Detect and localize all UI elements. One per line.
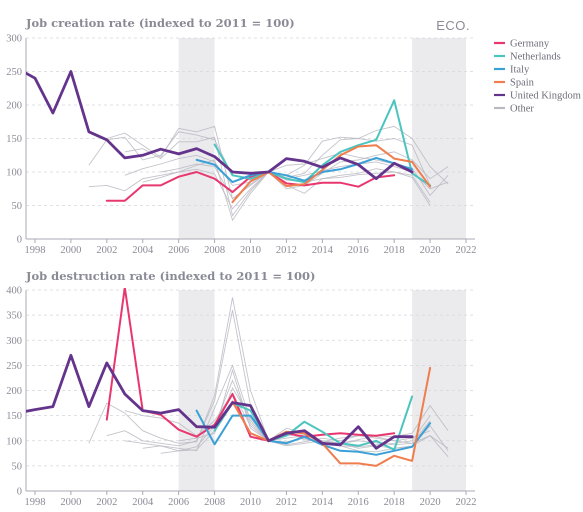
brand-logo: ECO. bbox=[436, 18, 470, 33]
chart-title: Job creation rate (indexed to 2011 = 100… bbox=[25, 16, 295, 30]
chart-title: Job destruction rate (indexed to 2011 = … bbox=[25, 269, 315, 283]
y-tick-label: 100 bbox=[6, 436, 22, 447]
x-tick-label: 2004 bbox=[132, 497, 154, 508]
x-tick-label: 2012 bbox=[276, 245, 297, 256]
legend-label: Italy bbox=[510, 65, 530, 76]
series-line-other bbox=[125, 137, 448, 215]
series-line-spain bbox=[233, 368, 431, 466]
y-tick-label: 300 bbox=[6, 34, 22, 45]
x-tick-label: 2014 bbox=[312, 497, 334, 508]
x-tick-label: 1998 bbox=[24, 245, 45, 256]
x-tick-label: 2000 bbox=[60, 245, 81, 256]
x-tick-label: 2008 bbox=[204, 497, 225, 508]
plot-area bbox=[17, 288, 448, 466]
y-tick-label: 300 bbox=[6, 336, 22, 347]
y-tick-label: 0 bbox=[17, 487, 22, 498]
x-tick-label: 2020 bbox=[420, 245, 441, 256]
y-tick-label: 350 bbox=[6, 311, 22, 322]
legend: Germany Netherlands Italy Spain United Kingd… bbox=[494, 39, 581, 115]
x-tick-label: 2022 bbox=[456, 497, 477, 508]
x-tick-label: 2014 bbox=[312, 245, 334, 256]
x-tick-label: 2010 bbox=[240, 497, 261, 508]
x-tick-label: 2006 bbox=[168, 245, 189, 256]
series-line-other bbox=[89, 298, 448, 444]
legend-label: Other bbox=[510, 104, 534, 115]
y-tick-label: 250 bbox=[6, 361, 22, 372]
series-line-other bbox=[107, 126, 448, 198]
y-tick-label: 0 bbox=[17, 235, 22, 246]
y-tick-label: 250 bbox=[6, 67, 22, 78]
y-tick-label: 100 bbox=[6, 168, 22, 179]
x-tick-label: 2000 bbox=[60, 497, 81, 508]
x-tick-label: 2004 bbox=[132, 245, 154, 256]
x-tick-label: 1998 bbox=[24, 497, 45, 508]
legend-label: Netherlands bbox=[510, 52, 561, 63]
x-tick-label: 2008 bbox=[204, 245, 225, 256]
y-tick-label: 200 bbox=[6, 101, 22, 112]
x-tick-label: 2002 bbox=[96, 245, 117, 256]
y-tick-label: 200 bbox=[6, 386, 22, 397]
y-tick-label: 50 bbox=[12, 201, 23, 212]
x-tick-label: 2002 bbox=[96, 497, 117, 508]
shaded-period bbox=[412, 290, 466, 491]
legend-label: Germany bbox=[510, 39, 550, 50]
job-destruction-chart: Job destruction rate (indexed to 2011 = … bbox=[6, 269, 476, 508]
x-tick-label: 2018 bbox=[384, 245, 405, 256]
y-tick-label: 400 bbox=[6, 286, 22, 297]
y-tick-label: 150 bbox=[6, 411, 22, 422]
y-tick-label: 50 bbox=[12, 461, 23, 472]
x-tick-label: 2010 bbox=[240, 245, 261, 256]
x-tick-label: 2016 bbox=[348, 245, 369, 256]
y-tick-label: 150 bbox=[6, 134, 22, 145]
legend-label: United Kingdom bbox=[510, 91, 581, 102]
x-tick-label: 2016 bbox=[348, 497, 369, 508]
shaded-period bbox=[412, 38, 466, 239]
x-tick-label: 2022 bbox=[456, 245, 477, 256]
job-creation-chart: Job creation rate (indexed to 2011 = 100… bbox=[6, 16, 476, 256]
legend-label: Spain bbox=[510, 78, 535, 89]
x-tick-label: 2020 bbox=[420, 497, 441, 508]
x-tick-label: 2006 bbox=[168, 497, 189, 508]
x-tick-label: 2012 bbox=[276, 497, 297, 508]
series-line-other bbox=[89, 160, 430, 220]
plot-area bbox=[17, 68, 448, 220]
x-tick-label: 2018 bbox=[384, 497, 405, 508]
